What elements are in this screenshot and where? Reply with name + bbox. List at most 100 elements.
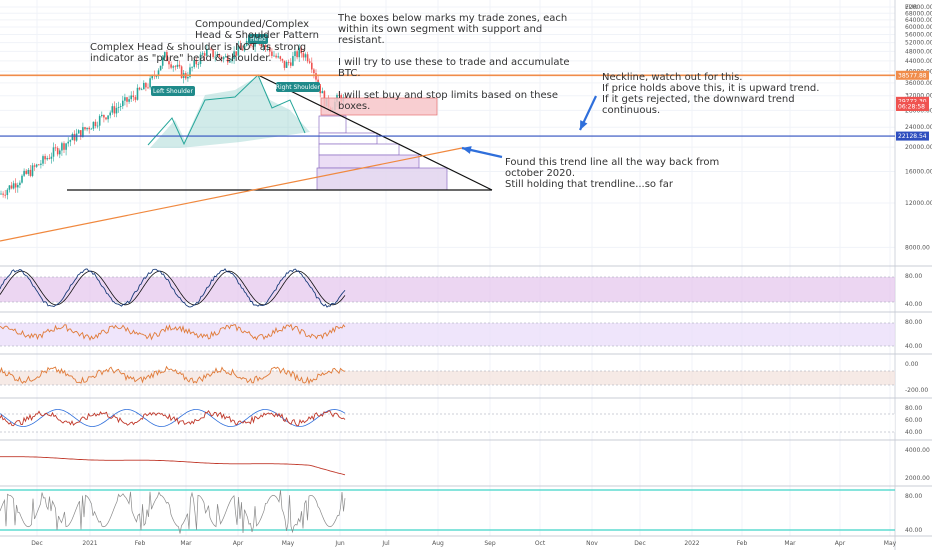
candle-body: [31, 165, 34, 176]
candle-body: [195, 60, 198, 65]
candle-body: [117, 106, 120, 108]
candle-body: [92, 121, 95, 129]
neckline-arrow-head: [580, 120, 588, 130]
candle-body: [174, 66, 177, 68]
candle-body: [212, 49, 214, 58]
price-tag-bg: [896, 101, 929, 111]
candle-body: [187, 77, 189, 79]
descending-trendline: [257, 74, 493, 191]
pane-line-1: [0, 323, 346, 341]
pane-line-3: [0, 410, 346, 427]
candle-body: [277, 56, 279, 58]
price-tick: 60000.00: [905, 24, 932, 31]
candle-body: [25, 170, 27, 174]
candle-body: [65, 143, 67, 150]
candle-body: [201, 53, 204, 55]
candle-body: [143, 82, 145, 90]
candle-body: [296, 51, 298, 58]
time-tick: Nov: [586, 540, 598, 547]
candle-body: [269, 47, 271, 52]
candle-body: [94, 121, 97, 127]
candle-body: [180, 66, 183, 78]
candle-body: [38, 164, 40, 166]
boxes-note: The boxes below marks my trade zones, ea…: [338, 13, 570, 112]
candle-body: [311, 62, 313, 70]
price-tick: 16000.00: [905, 169, 932, 176]
time-tick: Sep: [484, 540, 496, 547]
candle-body: [224, 56, 227, 58]
candle-body: [14, 183, 17, 188]
candle-body: [214, 56, 216, 58]
candle-body: [197, 63, 200, 65]
candle-body: [145, 82, 147, 88]
candle-body: [271, 51, 273, 56]
head-label: Head: [250, 36, 266, 43]
rising-trendline: [0, 147, 463, 242]
pane-band-1: [0, 323, 895, 346]
pane-axis-label: 2000.00: [905, 475, 930, 482]
candle-body: [77, 130, 80, 134]
trade-zone-box-2: [318, 132, 378, 145]
time-tick: 2022: [684, 540, 699, 547]
candle-body: [239, 45, 242, 49]
price-tick: 24000.00: [905, 124, 932, 131]
candle-body: [71, 133, 74, 141]
candle-body: [119, 106, 122, 107]
candle-body: [220, 56, 223, 60]
candle-body: [176, 64, 179, 67]
candle-body: [308, 61, 311, 63]
pattern-outline: [147, 74, 306, 146]
candle-body: [101, 114, 103, 117]
candle-body: [208, 48, 210, 50]
candle-body: [8, 185, 11, 190]
candle-body: [170, 64, 172, 68]
candle-body: [203, 53, 206, 56]
candle-body: [96, 125, 99, 127]
candle-body: [243, 45, 246, 51]
candle-body: [199, 54, 202, 64]
candle-body: [321, 91, 324, 94]
candle-body: [155, 76, 158, 77]
candle-body: [82, 127, 84, 137]
candle-body: [12, 183, 15, 189]
pane-band-3: [0, 414, 895, 432]
pattern-title: Compounded/Complex Head & Shoulder Patte…: [195, 19, 319, 41]
left-shoulder-label-bg: [151, 86, 195, 96]
candle-body: [130, 95, 132, 100]
candle-body: [235, 51, 237, 56]
price-tick: 52000.00: [905, 40, 932, 47]
candle-body: [113, 106, 116, 114]
trade-zone-box-1: [318, 115, 347, 134]
candle-body: [29, 169, 32, 176]
candle-body: [227, 56, 229, 63]
price-tag-bg: [896, 131, 929, 141]
time-tick: Mar: [180, 540, 192, 547]
time-tick: Dec: [31, 540, 43, 547]
candle-body: [313, 69, 315, 74]
price-tick: 72000.00: [905, 4, 932, 11]
candle-body: [40, 163, 42, 165]
candle-body: [283, 60, 286, 68]
candle-body: [136, 87, 139, 100]
candle-body: [80, 130, 82, 137]
candle-body: [67, 141, 69, 144]
candle-body: [134, 97, 137, 100]
candle-body: [168, 61, 170, 65]
candle-body: [63, 143, 65, 150]
candle-body: [23, 170, 25, 176]
candle-body: [279, 56, 282, 59]
candle-body: [229, 61, 231, 63]
candle-body: [107, 115, 109, 120]
pane-line-5: [0, 490, 346, 534]
pane-line-0: [0, 268, 346, 308]
pane-axis-label: 40.00: [905, 527, 922, 534]
candle-body: [75, 133, 78, 141]
price-tick: 20000.00: [905, 144, 932, 151]
trendline-note: Found this trend line all the way back f…: [505, 157, 720, 190]
pane-axis-label: 40.00: [905, 429, 922, 436]
time-tick: 2021: [82, 540, 97, 547]
candle-body: [294, 51, 296, 57]
candle-body: [111, 106, 114, 113]
price-tick: 44000.00: [905, 58, 932, 65]
candle-body: [90, 128, 93, 130]
